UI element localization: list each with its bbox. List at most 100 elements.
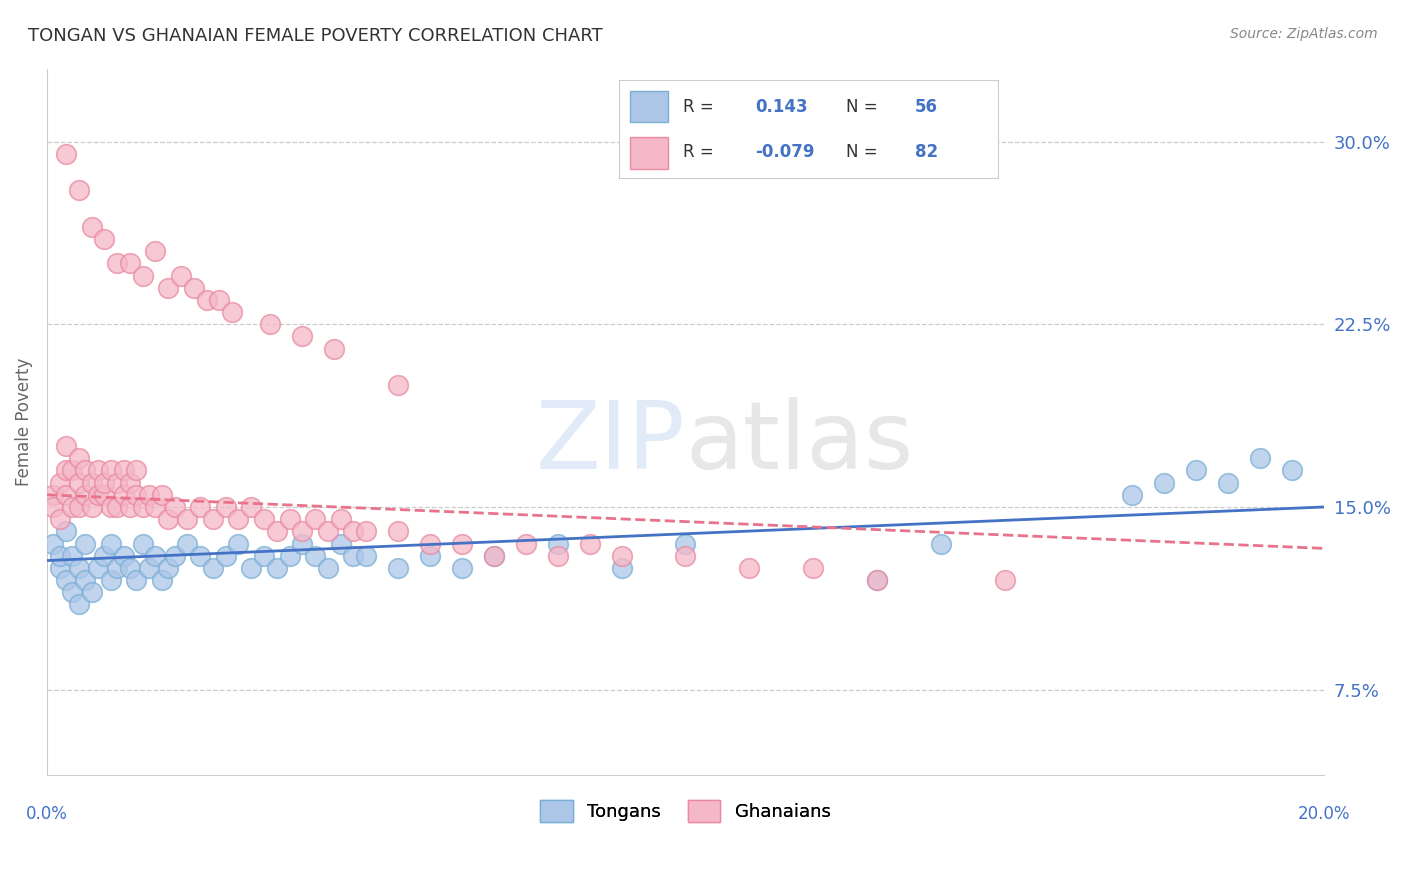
Point xyxy=(738,561,761,575)
Point xyxy=(55,524,77,539)
Point xyxy=(253,512,276,526)
Point xyxy=(93,232,115,246)
Point xyxy=(62,585,84,599)
Point xyxy=(304,512,326,526)
Point xyxy=(62,463,84,477)
Point xyxy=(48,561,70,575)
Point xyxy=(93,549,115,563)
Point xyxy=(188,500,211,514)
Point xyxy=(451,561,474,575)
Point xyxy=(67,475,90,490)
Point xyxy=(42,488,65,502)
Point xyxy=(266,524,288,539)
Point xyxy=(1121,488,1143,502)
Point xyxy=(801,561,824,575)
Point xyxy=(387,561,409,575)
Point xyxy=(138,488,160,502)
Point xyxy=(1216,475,1239,490)
Point xyxy=(278,512,301,526)
Point xyxy=(42,500,65,514)
Point xyxy=(929,536,952,550)
Point xyxy=(62,549,84,563)
Point xyxy=(253,549,276,563)
Text: 0.0%: 0.0% xyxy=(25,805,67,823)
Point xyxy=(240,500,263,514)
Point xyxy=(547,536,569,550)
Point xyxy=(131,268,153,283)
Point xyxy=(291,329,314,343)
Point xyxy=(547,549,569,563)
Point xyxy=(112,488,135,502)
Point xyxy=(75,536,97,550)
Point xyxy=(215,500,238,514)
Point xyxy=(93,488,115,502)
Point xyxy=(316,524,339,539)
Point xyxy=(150,488,173,502)
Point xyxy=(259,318,281,332)
Point xyxy=(176,512,198,526)
Point xyxy=(387,524,409,539)
Point xyxy=(610,561,633,575)
Point xyxy=(145,244,167,259)
Point xyxy=(150,573,173,587)
Point xyxy=(55,573,77,587)
Point xyxy=(157,281,180,295)
Point xyxy=(118,500,141,514)
Point xyxy=(342,549,364,563)
Point xyxy=(215,549,238,563)
Point xyxy=(208,293,231,307)
Point xyxy=(228,536,250,550)
Point xyxy=(673,549,696,563)
Point xyxy=(75,488,97,502)
Point xyxy=(323,342,346,356)
Text: N =: N = xyxy=(846,143,877,161)
Point xyxy=(354,524,377,539)
Point xyxy=(67,451,90,466)
Point xyxy=(125,488,148,502)
Point xyxy=(354,549,377,563)
Point xyxy=(48,549,70,563)
Point xyxy=(183,281,205,295)
Point xyxy=(419,549,441,563)
Point xyxy=(67,598,90,612)
Text: N =: N = xyxy=(846,98,877,116)
Point xyxy=(482,549,505,563)
Text: 0.143: 0.143 xyxy=(755,98,808,116)
Point xyxy=(1281,463,1303,477)
Point xyxy=(48,475,70,490)
Point xyxy=(125,573,148,587)
Point xyxy=(105,475,128,490)
Point xyxy=(105,256,128,270)
Point xyxy=(80,219,103,234)
Point xyxy=(138,561,160,575)
Point xyxy=(80,500,103,514)
Text: atlas: atlas xyxy=(685,397,914,489)
Point xyxy=(266,561,288,575)
Point xyxy=(419,536,441,550)
Point xyxy=(994,573,1017,587)
Point xyxy=(55,463,77,477)
Text: R =: R = xyxy=(683,143,714,161)
FancyBboxPatch shape xyxy=(630,137,668,169)
Point xyxy=(131,536,153,550)
Point xyxy=(578,536,600,550)
Text: 82: 82 xyxy=(915,143,938,161)
Point xyxy=(482,549,505,563)
Point xyxy=(291,524,314,539)
Point xyxy=(100,573,122,587)
Point xyxy=(55,439,77,453)
Point xyxy=(100,463,122,477)
Point xyxy=(387,378,409,392)
Point xyxy=(329,536,352,550)
Text: -0.079: -0.079 xyxy=(755,143,815,161)
Point xyxy=(228,512,250,526)
Point xyxy=(87,561,110,575)
Point xyxy=(866,573,889,587)
Point xyxy=(55,146,77,161)
Point xyxy=(240,561,263,575)
Point xyxy=(316,561,339,575)
Point xyxy=(610,549,633,563)
Point xyxy=(278,549,301,563)
Point xyxy=(1153,475,1175,490)
Text: R =: R = xyxy=(683,98,714,116)
